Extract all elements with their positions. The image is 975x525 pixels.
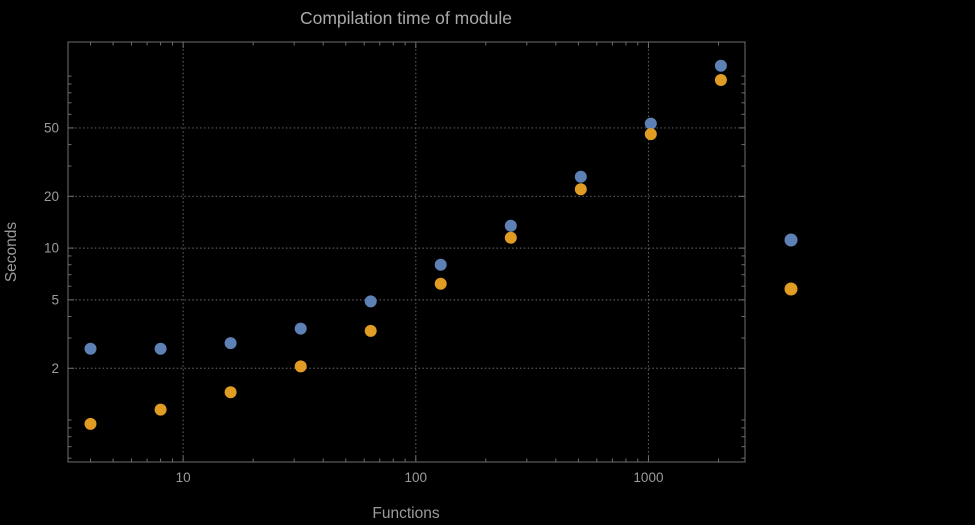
data-point-series-1-blue [224,337,237,350]
y-tick-label: 2 [51,361,59,376]
data-point-series-1-blue [574,170,587,183]
plot-frame [67,41,746,463]
plot-frame-layer [67,41,746,463]
data-point-series-2-orange [154,403,167,416]
data-point-series-2-orange [434,277,447,290]
y-tick-label: 20 [44,189,59,204]
data-point-series-2-orange [84,417,97,430]
x-tick-label: 1000 [633,470,663,485]
data-points-layer [84,59,727,430]
data-point-series-2-orange [574,183,587,196]
data-point-series-1-blue [504,219,517,232]
data-point-series-1-blue [434,258,447,271]
data-point-series-2-orange [644,128,657,141]
data-point-series-1-blue [714,59,727,72]
legend [784,233,798,296]
legend-marker-series-1-blue [784,233,798,247]
chart-title: Compilation time of module [300,8,512,28]
data-point-series-2-orange [714,74,727,86]
y-axis-label: Seconds [3,222,20,283]
y-tick-label: 10 [44,241,59,256]
x-axis-label: Functions [372,505,439,522]
data-point-series-2-orange [294,360,307,373]
data-point-series-1-blue [294,322,307,335]
data-point-series-1-blue [364,295,377,308]
grid-layer: 10 100 1000 2 5 10 20 50 [44,41,746,485]
x-tick-label: 100 [405,470,428,485]
x-tick-label: 10 [176,470,191,485]
data-point-series-2-orange [364,324,377,337]
data-point-series-1-blue [644,117,657,130]
data-point-series-1-blue [154,342,167,355]
y-tick-label: 50 [44,120,59,135]
data-point-series-2-orange [504,231,517,244]
data-point-series-2-orange [224,386,237,399]
y-tick-label: 5 [51,292,59,307]
legend-marker-series-2-orange [784,282,798,296]
data-point-series-1-blue [84,342,97,355]
